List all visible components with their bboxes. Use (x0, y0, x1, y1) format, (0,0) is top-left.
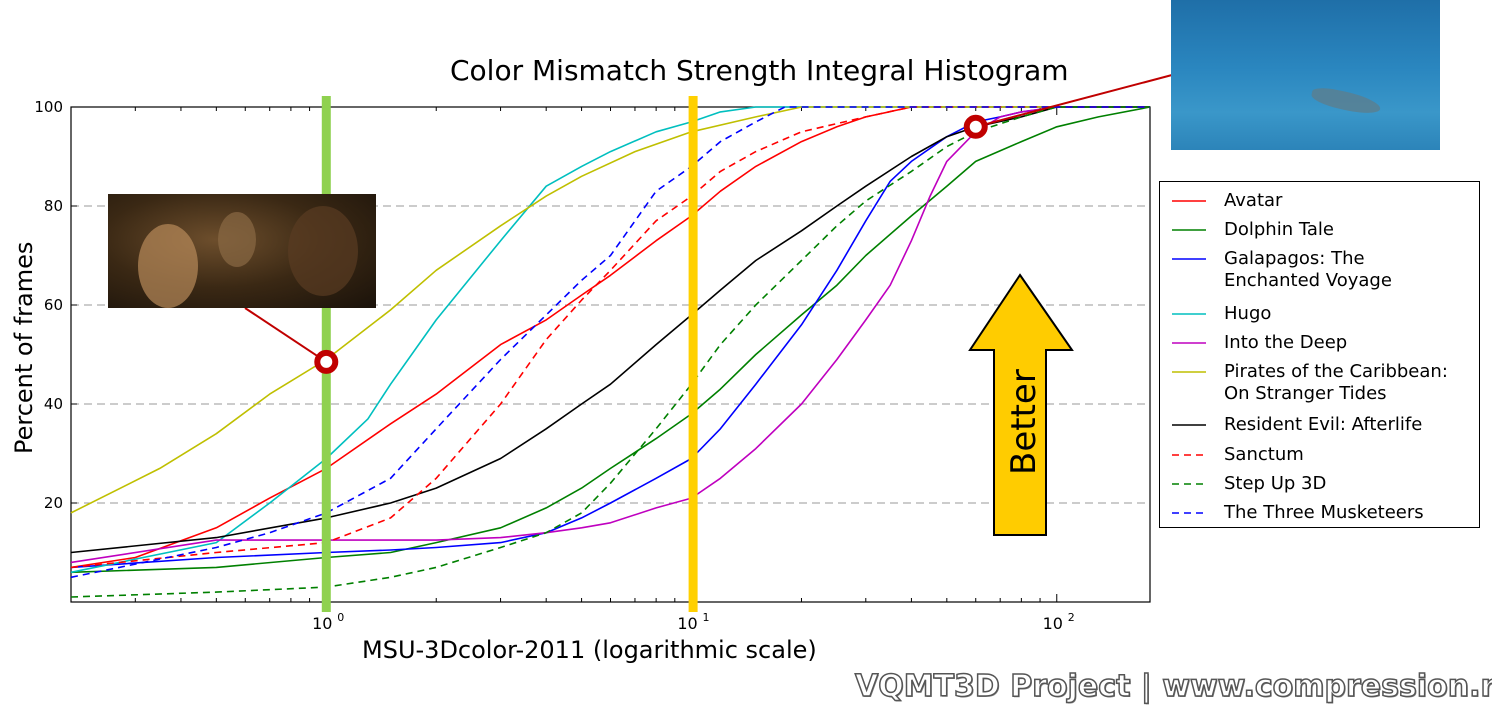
x-tick-exponent: 1 (703, 611, 710, 624)
credit-text: VQMT3D Project | www.compression.ru (854, 668, 1492, 705)
legend-swatch (1172, 258, 1206, 260)
series-line (70, 106, 1150, 554)
underwater-thumbnail (1171, 0, 1440, 150)
x-axis-label: MSU-3Dcolor-2011 (logarithmic scale) (362, 636, 817, 664)
x-tick-label: 10 (1043, 614, 1063, 633)
manta-ray-shape (1309, 84, 1383, 118)
legend-swatch (1172, 229, 1206, 231)
figure-shape (218, 212, 256, 267)
x-tick-exponent: 0 (337, 611, 344, 624)
x-tick-label: 10 (312, 614, 332, 633)
plot-area (70, 106, 1151, 603)
legend-label: Sanctum (1224, 444, 1304, 465)
legend-swatch (1172, 200, 1206, 202)
series-line (70, 106, 1150, 574)
legend-label: Dolphin Tale (1224, 219, 1334, 240)
series-line (70, 106, 1150, 598)
figure-shape (288, 206, 358, 296)
legend-label: Step Up 3D (1224, 473, 1327, 494)
y-tick-label: 60 (44, 296, 63, 314)
legend-label: Resident Evil: Afterlife (1224, 414, 1423, 435)
legend-swatch (1172, 342, 1206, 344)
better-label: Better (1004, 369, 1044, 475)
legend-label: The Three Musketeers (1224, 502, 1424, 523)
legend-label: Galapagos: The Enchanted Voyage (1224, 248, 1392, 291)
annotation-circle (963, 114, 988, 139)
legend-swatch (1172, 371, 1206, 373)
legend-swatch (1172, 512, 1206, 514)
callout-leader (244, 307, 327, 363)
legend-label: Into the Deep (1224, 332, 1348, 353)
arrow-shape (968, 273, 1074, 536)
legend-swatch (1172, 454, 1206, 456)
y-tick-label: 80 (44, 197, 63, 215)
annotation-circle (314, 349, 339, 374)
x-tick-label: 10 (677, 614, 697, 633)
series-line (70, 106, 1150, 579)
series-line (70, 106, 1150, 514)
legend-swatch (1172, 483, 1206, 485)
legend-label: Avatar (1224, 190, 1283, 211)
x-tick-exponent: 2 (1068, 611, 1075, 624)
legend: Avatar Dolphin Tale Galapagos: The Enchante… (1159, 181, 1480, 528)
callout-leader (975, 74, 1173, 128)
series-line (70, 106, 1151, 574)
series-line (70, 106, 1150, 569)
legend-swatch (1172, 424, 1206, 426)
y-tick-label: 100 (34, 98, 63, 116)
better-arrow-icon (968, 273, 1074, 536)
legend-label: Hugo (1224, 303, 1272, 324)
y-tick-label: 40 (44, 395, 63, 413)
figure-shape (138, 224, 198, 308)
chart-title: Color Mismatch Strength Integral Histogr… (450, 54, 1069, 87)
y-axis-label: Percent of frames (10, 241, 38, 454)
y-tick-label: 20 (44, 494, 63, 512)
legend-swatch (1172, 313, 1206, 315)
legend-label: Pirates of the Caribbean: On Stranger Tid… (1224, 361, 1448, 404)
movie-scene-thumbnail (108, 194, 376, 308)
